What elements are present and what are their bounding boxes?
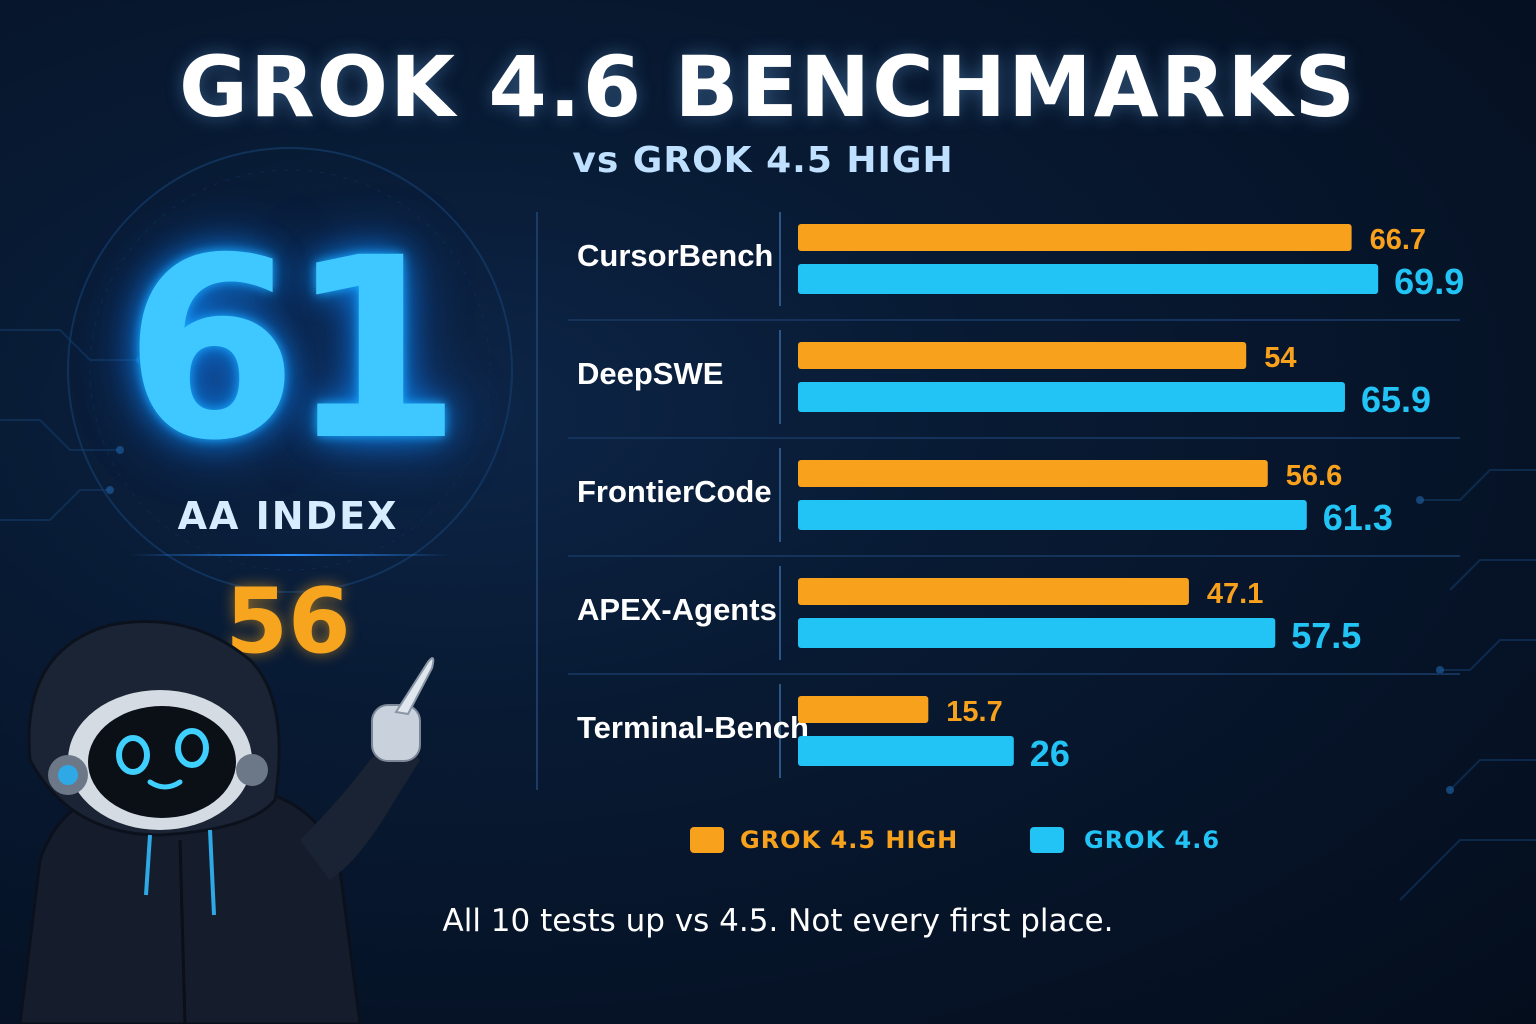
value-label-new: 65.9 xyxy=(1361,379,1431,420)
category-label: CursorBench xyxy=(577,238,773,273)
bar-grok-4-6 xyxy=(798,500,1307,530)
value-label-old: 56.6 xyxy=(1286,460,1342,492)
value-label-old: 54 xyxy=(1264,342,1296,374)
value-label-new: 26 xyxy=(1030,733,1070,774)
value-label-new: 61.3 xyxy=(1323,497,1393,538)
aa-index-score: 61 xyxy=(124,204,462,495)
value-label-new: 57.5 xyxy=(1291,615,1361,656)
hooded-robot-mascot-icon xyxy=(18,620,435,1024)
bar-grok-4-5-high xyxy=(798,696,929,723)
bar-grok-4-6 xyxy=(798,382,1345,412)
score-divider xyxy=(130,554,450,556)
legend-swatch-new xyxy=(1030,827,1064,853)
category-label: DeepSWE xyxy=(577,356,723,391)
legend-label-new: GROK 4.6 xyxy=(1084,826,1221,854)
page-subtitle: vs GROK 4.5 HIGH xyxy=(572,140,954,181)
category-label: APEX-Agents xyxy=(577,592,777,627)
bar-grok-4-6 xyxy=(798,264,1379,294)
legend-swatch-old xyxy=(690,827,724,853)
bar-grok-4-5-high xyxy=(798,342,1247,369)
aa-index-previous-score: 56 xyxy=(225,569,351,674)
bar-grok-4-5-high xyxy=(798,460,1268,487)
bar-grok-4-5-high xyxy=(798,224,1352,251)
bar-grok-4-5-high xyxy=(798,578,1189,605)
aa-index-label: AA INDEX xyxy=(177,494,399,538)
footer-caption: All 10 tests up vs 4.5. Not every first … xyxy=(442,903,1114,939)
legend-label-old: GROK 4.5 HIGH xyxy=(740,826,959,854)
bar-grok-4-6 xyxy=(798,618,1276,648)
bar-grok-4-6 xyxy=(798,736,1014,766)
value-label-old: 66.7 xyxy=(1370,224,1426,256)
page-title: GROK 4.6 BENCHMARKS xyxy=(179,38,1357,136)
value-label-old: 47.1 xyxy=(1207,578,1263,610)
category-label: FrontierCode xyxy=(577,474,772,509)
category-label: Terminal-Bench xyxy=(577,710,809,745)
value-label-old: 15.7 xyxy=(946,696,1002,728)
value-label-new: 69.9 xyxy=(1394,261,1464,302)
